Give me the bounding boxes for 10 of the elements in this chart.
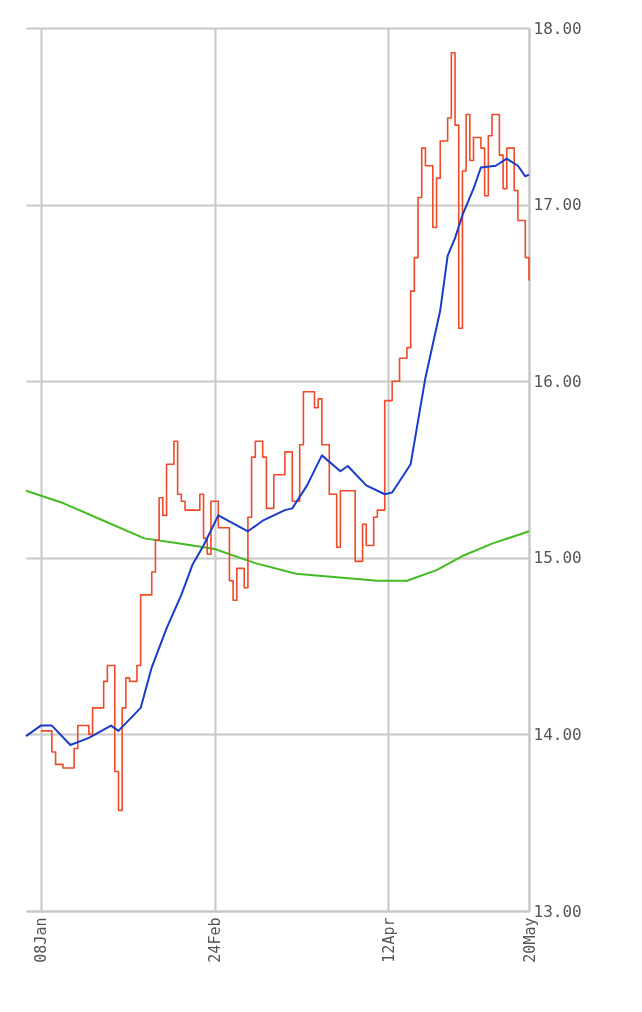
x-tick-label: 12Apr (379, 917, 398, 963)
x-tick-label: 08Jan (32, 917, 51, 963)
x-tick-label: 24Feb (206, 917, 225, 963)
line-series (25, 157, 530, 746)
line-series (25, 489, 530, 582)
y-tick-label: 16.00 (533, 371, 582, 391)
y-tick-label: 17.00 (533, 195, 582, 215)
y-tick-label: 15.00 (533, 548, 582, 568)
y-tick-label: 14.00 (533, 724, 582, 744)
y-tick-label: 18.00 (533, 18, 582, 38)
